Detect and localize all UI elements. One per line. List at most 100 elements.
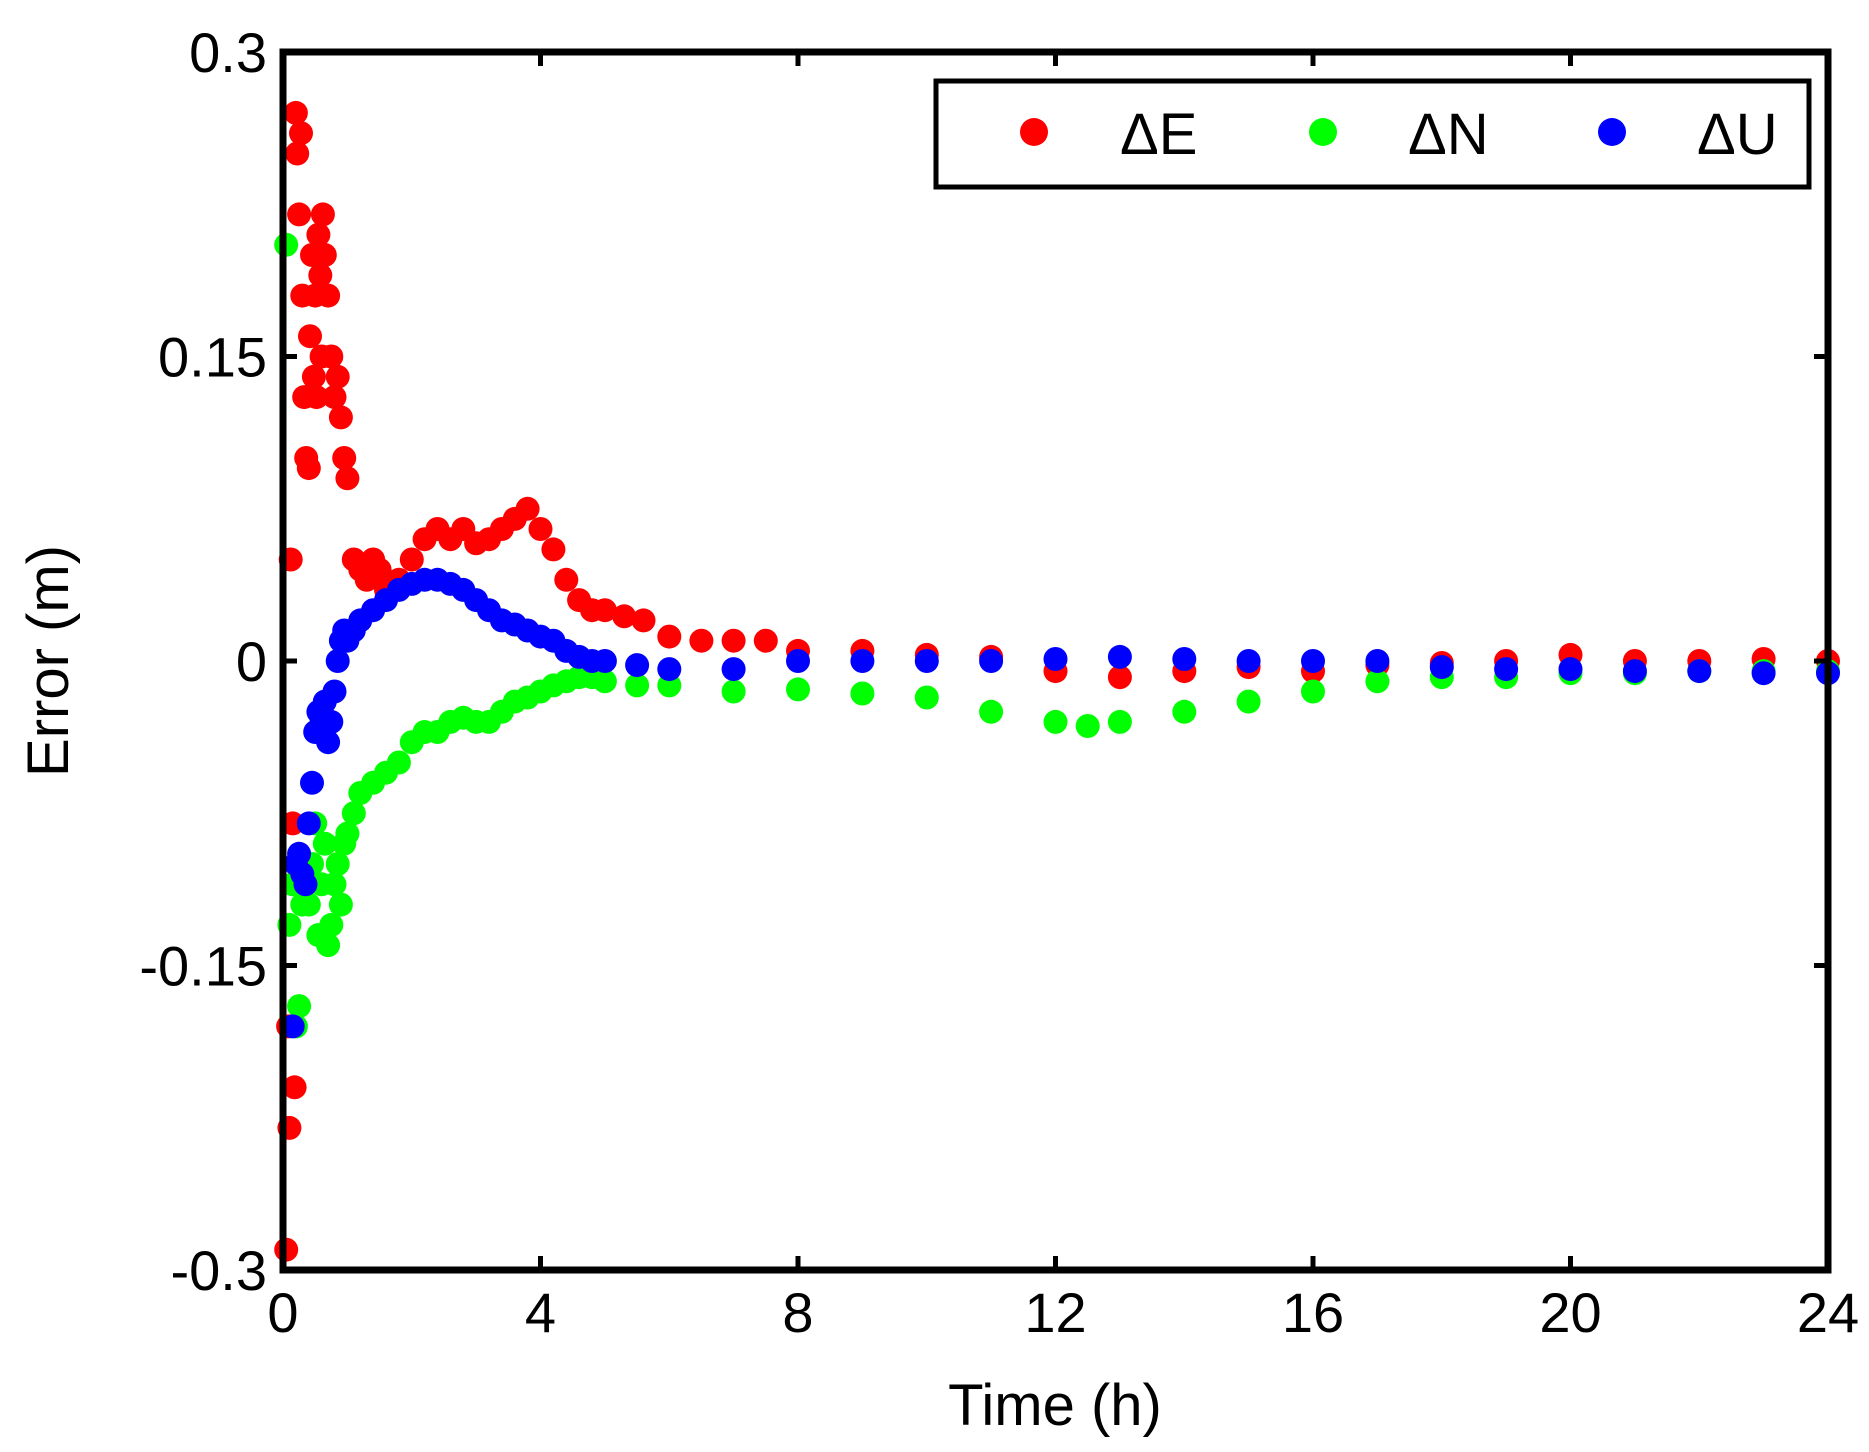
data-point-series-0 xyxy=(301,364,326,389)
data-point-series-0 xyxy=(316,283,341,308)
data-point-series-2 xyxy=(721,657,746,682)
data-point-series-0 xyxy=(312,243,337,267)
data-point-series-1 xyxy=(786,677,810,702)
data-point-series-1 xyxy=(721,679,746,704)
data-point-series-1 xyxy=(322,872,347,897)
data-point-series-2 xyxy=(300,770,324,795)
data-point-series-1 xyxy=(625,673,650,698)
x-tick-label: 16 xyxy=(1282,1281,1344,1344)
data-point-series-2 xyxy=(1558,657,1583,682)
data-point-series-0 xyxy=(289,121,313,146)
y-tick-label: -0.15 xyxy=(139,935,267,998)
data-point-series-1 xyxy=(592,669,617,694)
data-point-series-1 xyxy=(325,852,350,876)
data-point-series-1 xyxy=(1301,679,1325,704)
x-tick-label: 24 xyxy=(1797,1281,1859,1344)
data-point-series-2 xyxy=(1236,649,1261,673)
data-point-series-1 xyxy=(1236,689,1261,714)
data-point-series-2 xyxy=(319,709,344,734)
data-point-series-1 xyxy=(335,821,360,846)
data-point-series-0 xyxy=(335,466,360,491)
data-point-series-1 xyxy=(1365,669,1390,694)
data-point-series-2 xyxy=(786,649,810,673)
data-point-series-0 xyxy=(541,537,566,562)
data-point-series-0 xyxy=(283,100,308,125)
data-point-series-1 xyxy=(850,681,875,706)
data-point-series-2 xyxy=(1043,647,1068,671)
data-point-series-0 xyxy=(306,222,331,247)
data-point-series-0 xyxy=(285,141,310,166)
data-point-series-0 xyxy=(308,263,333,288)
data-point-series-0 xyxy=(689,628,714,653)
y-tick-label: 0 xyxy=(236,630,267,693)
data-point-series-1 xyxy=(979,699,1004,724)
x-axis-label: Time (h) xyxy=(948,1373,1162,1438)
data-point-series-2 xyxy=(1301,649,1325,673)
data-point-series-2 xyxy=(296,811,321,836)
data-point-series-0 xyxy=(721,628,746,653)
data-point-series-0 xyxy=(753,628,778,653)
data-point-series-0 xyxy=(319,344,344,369)
data-point-series-0 xyxy=(592,598,617,623)
x-tick-label: 0 xyxy=(267,1281,298,1344)
data-point-series-1 xyxy=(341,801,366,826)
legend-label-delta-e: ΔE xyxy=(1120,102,1197,167)
data-point-series-0 xyxy=(328,405,353,430)
axis-tick-labels: 0 4 8 12 16 20 24 -0.3 -0.15 0 0.15 0.3 xyxy=(139,21,1859,1344)
data-point-series-2 xyxy=(1622,659,1647,684)
data-point-series-0 xyxy=(310,202,335,227)
data-point-series-0 xyxy=(332,446,357,470)
data-point-series-2 xyxy=(287,841,312,866)
data-point-series-0 xyxy=(298,324,322,349)
data-point-series-0 xyxy=(515,496,540,521)
data-point-series-2 xyxy=(1751,661,1776,686)
data-point-series-0 xyxy=(282,1075,307,1100)
data-point-series-2 xyxy=(1687,659,1712,684)
x-tick-label: 12 xyxy=(1024,1281,1086,1344)
data-point-series-2 xyxy=(1494,657,1519,682)
legend: ΔE ΔN ΔU xyxy=(933,78,1812,190)
data-point-series-2 xyxy=(1429,655,1454,680)
data-point-series-1 xyxy=(296,892,321,917)
data-point-series-2 xyxy=(914,649,939,673)
data-point-series-1 xyxy=(312,831,337,856)
data-point-series-0 xyxy=(528,517,553,541)
data-point-series-2 xyxy=(316,730,341,755)
y-tick-label: -0.3 xyxy=(171,1239,268,1302)
data-point-series-0 xyxy=(1107,665,1132,690)
data-point-series-0 xyxy=(631,608,656,633)
data-point-series-0 xyxy=(325,364,350,389)
data-point-series-2 xyxy=(280,1014,305,1039)
data-point-series-1 xyxy=(316,933,341,958)
data-point-series-2 xyxy=(322,679,347,704)
data-point-series-2 xyxy=(979,649,1004,673)
data-point-series-2 xyxy=(293,872,318,897)
y-axis-label: Error (m) xyxy=(16,545,81,777)
data-point-series-0 xyxy=(554,567,579,592)
data-point-series-0 xyxy=(657,624,682,649)
x-tick-label: 8 xyxy=(782,1281,813,1344)
data-point-series-1 xyxy=(319,912,344,937)
y-tick-label: 0.3 xyxy=(189,21,267,84)
legend-label-delta-u: ΔU xyxy=(1697,102,1778,167)
data-point-series-2 xyxy=(325,649,350,673)
data-point-series-2 xyxy=(850,649,875,673)
data-point-series-1 xyxy=(287,994,312,1019)
data-point-series-0 xyxy=(296,456,321,481)
data-point-series-0 xyxy=(322,385,347,410)
data-point-series-2 xyxy=(1172,647,1197,671)
data-point-series-1 xyxy=(1172,699,1197,724)
series-2 xyxy=(280,567,1840,1039)
data-point-series-1 xyxy=(386,750,411,775)
legend-marker-delta-u xyxy=(1598,118,1626,146)
data-point-series-1 xyxy=(1043,709,1068,734)
legend-marker-delta-n xyxy=(1309,118,1337,146)
legend-marker-delta-e xyxy=(1020,118,1048,146)
plot-area xyxy=(274,100,1840,1262)
data-point-series-2 xyxy=(592,649,617,673)
data-point-series-0 xyxy=(367,557,392,582)
x-tick-label: 4 xyxy=(525,1281,556,1344)
data-point-series-1 xyxy=(914,685,939,710)
